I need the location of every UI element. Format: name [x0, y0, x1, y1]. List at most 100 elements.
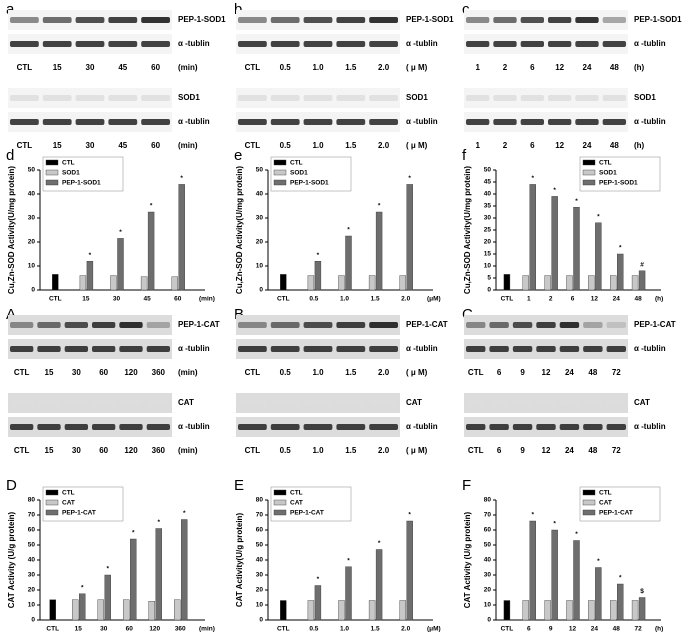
- blot-band: [42, 17, 72, 23]
- legend-swatch: [582, 159, 596, 166]
- blot-band: [536, 424, 556, 430]
- blot-row-label: α -tublin: [178, 117, 210, 126]
- blot-band: [369, 400, 398, 406]
- lane-label: 6: [530, 141, 535, 150]
- y-tick-label: 40: [28, 557, 36, 564]
- bar: [314, 261, 322, 291]
- x-tick-label: CTL: [501, 626, 514, 633]
- blot-band: [303, 17, 333, 23]
- legend-swatch: [273, 509, 287, 516]
- blot-band: [108, 95, 138, 101]
- blot-band: [119, 322, 143, 328]
- blot-row-label: α -tublin: [178, 422, 210, 431]
- blot-band: [466, 41, 490, 47]
- blot-band: [512, 346, 533, 352]
- bar: [79, 593, 86, 621]
- blot-band: [536, 322, 556, 328]
- legend-swatch: [45, 489, 59, 496]
- blot-band: [270, 322, 300, 328]
- legend-swatch: [273, 499, 287, 506]
- blot-band: [270, 400, 300, 406]
- bar: [522, 600, 529, 621]
- blot-band: [606, 424, 626, 430]
- blot-band: [583, 322, 603, 328]
- bar: [155, 528, 162, 621]
- lane-label: 12: [542, 368, 551, 377]
- lane-label: 1: [475, 63, 480, 72]
- blot-band: [238, 322, 267, 328]
- bar: [551, 196, 558, 291]
- x-tick-label: 48: [634, 296, 642, 303]
- x-tick-label: 1.0: [340, 626, 349, 633]
- blot-band: [466, 400, 486, 406]
- blot-band: [37, 322, 61, 328]
- blot-row-label: PEP-1-CAT: [634, 320, 676, 329]
- lane-label: 2: [503, 63, 508, 72]
- lane-label: 1.5: [345, 63, 357, 72]
- blot-band: [92, 322, 116, 328]
- blot-band: [512, 400, 533, 406]
- lane-label: CTL: [14, 368, 30, 377]
- blot-band: [75, 41, 105, 47]
- legend-label: CAT: [599, 500, 612, 507]
- blot-band: [493, 17, 517, 23]
- blot-band: [606, 400, 626, 406]
- blot-band: [303, 346, 333, 352]
- panel-letter: B: [234, 306, 244, 323]
- legend-swatch: [582, 179, 596, 186]
- lane-label: 24: [565, 446, 574, 455]
- y-tick-label: 40: [256, 557, 264, 564]
- legend-swatch: [45, 169, 59, 176]
- bar: [338, 275, 345, 291]
- blot-band: [520, 41, 544, 47]
- blot-row-label: α -tublin: [634, 117, 666, 126]
- legend-label: CAT: [62, 500, 75, 507]
- legend-label: PEP-1-SOD1: [290, 180, 329, 187]
- x-tick-label: CTL: [49, 296, 62, 303]
- y-tick-label: 50: [484, 167, 492, 174]
- blot-band: [583, 424, 603, 430]
- lane-unit: (min): [178, 63, 198, 72]
- legend-label: CTL: [62, 160, 75, 167]
- bar: [147, 211, 155, 291]
- x-unit: (h): [655, 296, 663, 303]
- lane-label: 30: [72, 368, 81, 377]
- blot-band: [108, 119, 138, 125]
- bar-annotation: *: [347, 557, 350, 564]
- blot-band: [536, 400, 556, 406]
- legend-label: CAT: [290, 500, 303, 507]
- lane-label: 2: [503, 141, 508, 150]
- x-tick-label: 60: [174, 296, 182, 303]
- y-tick-label: 10: [256, 263, 264, 270]
- x-tick-label: 1.5: [371, 296, 380, 303]
- x-tick-label: CTL: [46, 626, 59, 633]
- y-tick-label: 20: [484, 587, 492, 594]
- blot-band: [42, 95, 72, 101]
- blot-row-label: α -tublin: [178, 344, 210, 353]
- bar: [307, 600, 315, 621]
- blot-band: [141, 119, 170, 125]
- y-axis-label: Cu,Zn-SOD Activity(U/mg protein): [7, 166, 16, 294]
- blot-band: [369, 95, 398, 101]
- blot-band: [466, 346, 486, 352]
- blot-band: [75, 119, 105, 125]
- lane-label: 45: [118, 141, 127, 150]
- blot-band: [606, 346, 626, 352]
- blot-row-label: CAT: [634, 398, 650, 407]
- blot-band: [92, 424, 116, 430]
- blot-band: [548, 95, 572, 101]
- bar: [104, 574, 111, 621]
- y-tick-label: 0: [259, 287, 263, 294]
- lane-label: 0.5: [280, 368, 292, 377]
- lane-label: 45: [118, 63, 127, 72]
- blot-band: [10, 17, 39, 23]
- bar: [280, 600, 287, 621]
- blot-row-label: CAT: [178, 398, 194, 407]
- x-tick-label: 15: [82, 296, 90, 303]
- y-tick-label: 35: [484, 203, 492, 210]
- x-tick-label: 6: [571, 296, 575, 303]
- x-tick-label: 6: [527, 626, 531, 633]
- x-tick-label: 0.5: [309, 626, 318, 633]
- bar: [97, 599, 104, 621]
